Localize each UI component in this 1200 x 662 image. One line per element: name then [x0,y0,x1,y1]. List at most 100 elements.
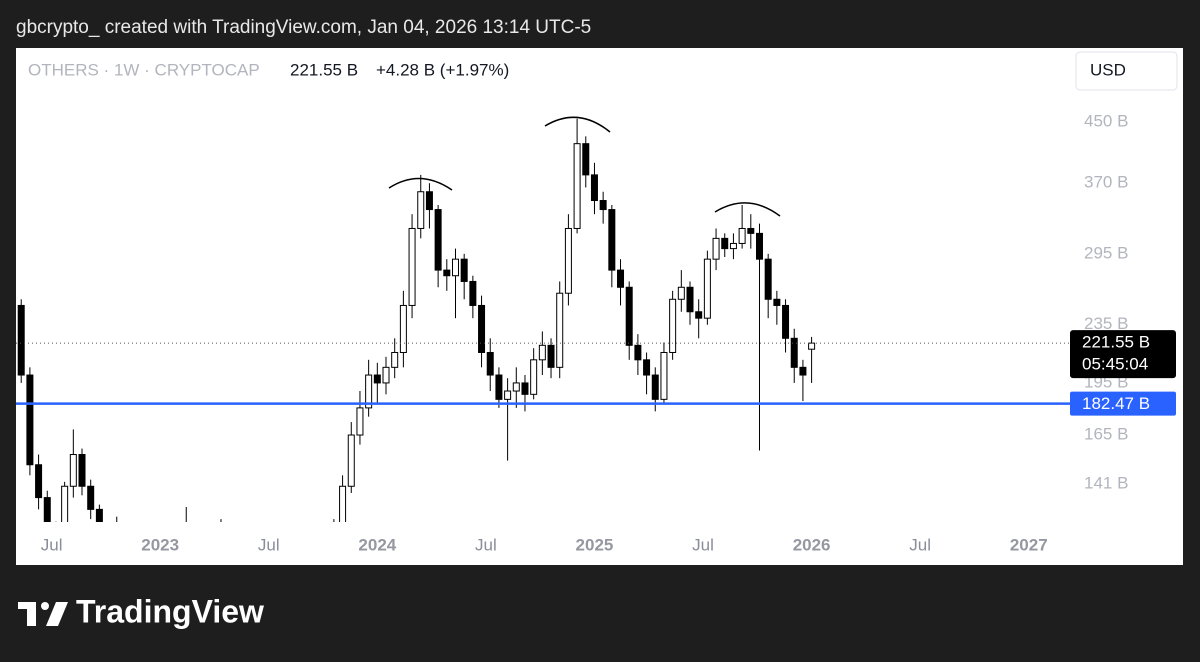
candle-body [764,258,772,300]
candle-body [504,390,512,400]
chart-panel [16,48,1183,565]
candle-body [790,337,798,368]
x-tick-label: Jul [692,535,714,554]
change: +4.28 B (+1.97%) [376,60,509,79]
hline-label: 182.47 B [1082,394,1150,413]
attribution: gbcrypto_ created with TradingView.com, … [16,17,591,38]
candle-body [773,298,781,306]
price: 221.55 B [290,60,358,79]
logo-mark [27,602,36,626]
candle-body [556,292,564,368]
candle-body [69,454,77,487]
candle-body [564,227,572,294]
candle-body [686,286,694,313]
arc [544,116,611,133]
candle-body [478,304,486,353]
x-tick-label: 2024 [358,535,396,554]
candle-body [17,304,25,376]
candle-body [408,227,416,306]
candle-body [799,366,807,376]
y-tick-label: 295 B [1084,243,1128,262]
y-tick-label: 165 B [1084,425,1128,444]
arc [714,202,781,217]
candle-body [347,434,355,487]
candle-body [582,143,590,176]
candle-body [651,374,659,400]
candle-body [755,232,763,260]
candle-body [608,209,616,271]
candle-body [617,269,625,288]
currency-button[interactable] [1075,51,1178,91]
candle-body [634,344,642,361]
hline-badge [1070,391,1176,416]
x-tick-label: Jul [41,535,63,554]
candle-body [382,366,390,384]
candle-body [469,280,477,306]
candle-body [703,258,711,319]
candle-body [87,485,95,510]
last-price-label: 221.55 B [1082,333,1150,352]
candle-body [451,258,459,277]
candle-body [660,351,668,400]
last-price-badge [1070,330,1176,379]
candle-body [747,227,755,234]
candle-body [677,286,685,300]
y-tick-label: 370 B [1084,173,1128,192]
x-tick-label: 2023 [141,535,179,554]
candle-body [391,351,399,368]
candle-body [599,200,607,211]
candle-body [365,374,373,409]
candle-body [78,454,86,487]
symbol: OTHERS · 1W · CRYPTOCAP [28,60,260,79]
candle-body [417,191,425,229]
candle-body [625,286,633,346]
candle-body [729,242,737,250]
x-tick-label: Jul [909,535,931,554]
countdown: 05:45:04 [1082,355,1148,374]
candle-body [521,382,529,395]
candle-body [495,374,503,400]
candle-body [339,485,347,522]
candle-body [61,485,69,522]
candle-body [643,359,651,376]
candle-body [460,258,468,282]
candle-body [486,351,494,376]
candle-body [399,304,407,353]
candle-body [434,209,442,271]
y-tick-label: 450 B [1084,112,1128,131]
candle-body [808,342,816,350]
logo-mark [41,602,49,610]
plot [16,118,1070,522]
candle-body [712,237,720,260]
x-tick-label: 2026 [793,535,831,554]
candle-body [43,497,51,522]
candle-body [695,311,703,319]
x-tick-label: 2025 [576,535,614,554]
candle-body [538,344,546,361]
candle-body [373,374,381,384]
y-tick-label: 141 B [1084,474,1128,493]
candle-body [425,191,433,211]
candle-body [356,407,364,436]
x-tick-label: Jul [475,535,497,554]
currency[interactable]: USD [1090,60,1126,79]
logo [18,602,68,626]
candle-body [26,374,34,466]
logo-mark [46,602,68,626]
candle-body [590,174,598,202]
x-tick-label: Jul [258,535,280,554]
candle-body [547,344,555,368]
brand: TradingView [76,593,264,629]
x-tick-label: 2027 [1010,535,1048,554]
y-tick-label: 235 B [1084,314,1128,333]
candle-body [443,269,451,277]
candle-body [669,298,677,353]
candle-body [512,382,520,392]
candle-body [721,237,729,250]
candle-body [573,143,581,229]
candle-body [95,508,103,522]
candle-body [35,464,43,499]
candle-body [530,359,538,395]
